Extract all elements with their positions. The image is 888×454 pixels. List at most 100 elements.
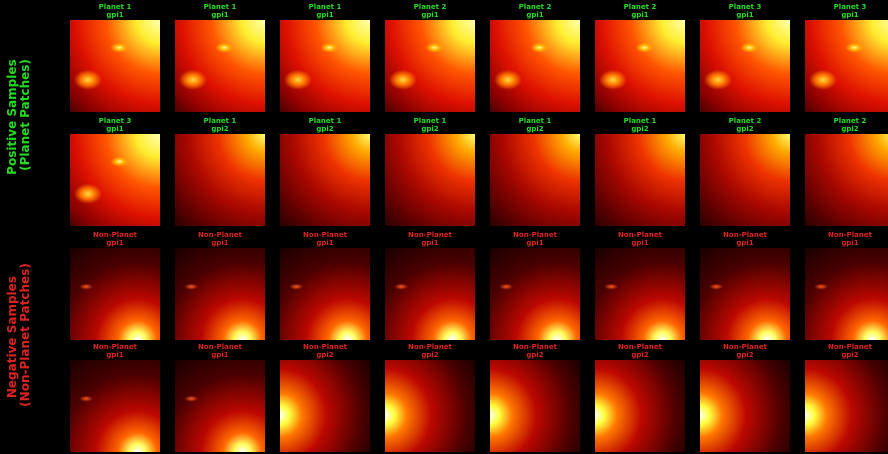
patch-subtitle: gpi1 <box>280 239 370 247</box>
image-patch <box>175 360 265 452</box>
image-patch <box>385 248 475 340</box>
patch-subtitle: gpi1 <box>700 239 790 247</box>
image-patch <box>175 20 265 112</box>
patch-subtitle: gpi1 <box>70 125 160 133</box>
patch-subtitle: gpi2 <box>385 351 475 359</box>
image-patch <box>175 248 265 340</box>
patch-subtitle: gpi1 <box>70 239 160 247</box>
patch-subtitle: gpi1 <box>385 239 475 247</box>
patch-subtitle: gpi1 <box>280 11 370 19</box>
patch-subtitle: gpi2 <box>805 351 888 359</box>
patch-title: Planet 2 <box>805 117 888 125</box>
patch-title: Non-Planet <box>70 343 160 351</box>
patch-title: Planet 2 <box>490 3 580 11</box>
patch-subtitle: gpi1 <box>175 351 265 359</box>
image-patch <box>490 20 580 112</box>
image-patch <box>805 248 888 340</box>
patch-title: Planet 1 <box>175 117 265 125</box>
image-patch <box>70 20 160 112</box>
patch-subtitle: gpi1 <box>595 11 685 19</box>
patch-title: Non-Planet <box>805 343 888 351</box>
patch-subtitle: gpi1 <box>175 11 265 19</box>
image-patch <box>700 248 790 340</box>
patch-subtitle: gpi2 <box>805 125 888 133</box>
patch-subtitle: gpi2 <box>700 125 790 133</box>
patch-title: Non-Planet <box>280 231 370 239</box>
image-patch <box>385 360 475 452</box>
label-line: Positive Samples <box>5 59 19 175</box>
patch-subtitle: gpi2 <box>280 351 370 359</box>
image-patch <box>490 134 580 226</box>
patch-subtitle: gpi1 <box>700 11 790 19</box>
image-patch <box>280 134 370 226</box>
image-patch <box>595 20 685 112</box>
patch-title: Planet 3 <box>70 117 160 125</box>
patch-title: Non-Planet <box>385 343 475 351</box>
patch-title: Non-Planet <box>490 343 580 351</box>
patch-subtitle: gpi2 <box>280 125 370 133</box>
patch-title: Non-Planet <box>805 231 888 239</box>
image-patch <box>700 20 790 112</box>
patch-subtitle: gpi1 <box>595 239 685 247</box>
patch-subtitle: gpi1 <box>385 11 475 19</box>
image-patch <box>385 20 475 112</box>
image-patch <box>70 248 160 340</box>
image-patch <box>595 134 685 226</box>
image-patch <box>175 134 265 226</box>
image-patch <box>490 248 580 340</box>
patch-title: Planet 1 <box>280 117 370 125</box>
image-patch <box>700 360 790 452</box>
patch-title: Non-Planet <box>700 231 790 239</box>
patch-title: Planet 2 <box>385 3 475 11</box>
image-patch <box>385 134 475 226</box>
image-patch <box>280 248 370 340</box>
patch-title: Planet 2 <box>700 117 790 125</box>
patch-title: Non-Planet <box>595 231 685 239</box>
figure: Positive Samples (Planet Patches) Negati… <box>0 0 888 454</box>
patch-subtitle: gpi2 <box>175 125 265 133</box>
image-patch <box>595 360 685 452</box>
image-patch <box>280 360 370 452</box>
image-patch <box>70 134 160 226</box>
patch-subtitle: gpi1 <box>490 11 580 19</box>
patch-title: Non-Planet <box>490 231 580 239</box>
patch-title: Planet 1 <box>175 3 265 11</box>
label-line: (Non-Planet Patches) <box>18 263 32 407</box>
image-patch <box>70 360 160 452</box>
image-patch <box>700 134 790 226</box>
patch-subtitle: gpi1 <box>175 239 265 247</box>
patch-subtitle: gpi2 <box>385 125 475 133</box>
patch-title: Planet 1 <box>280 3 370 11</box>
patch-title: Non-Planet <box>280 343 370 351</box>
patch-subtitle: gpi1 <box>70 11 160 19</box>
image-patch <box>595 248 685 340</box>
label-line: Negative Samples <box>5 276 19 398</box>
patch-title: Planet 2 <box>595 3 685 11</box>
patch-title: Planet 1 <box>70 3 160 11</box>
image-patch <box>805 360 888 452</box>
image-patch <box>805 20 888 112</box>
patch-subtitle: gpi2 <box>490 351 580 359</box>
image-patch <box>280 20 370 112</box>
positive-label: Positive Samples (Planet Patches) <box>5 55 32 175</box>
